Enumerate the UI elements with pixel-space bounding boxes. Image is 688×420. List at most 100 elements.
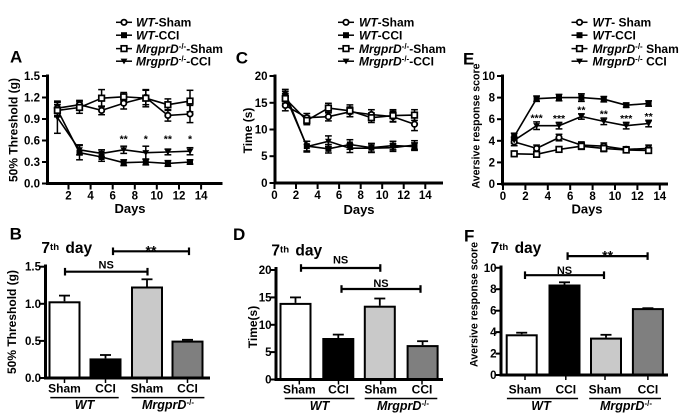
svg-text:4: 4 bbox=[489, 136, 496, 148]
svg-text:Sham: Sham bbox=[48, 382, 81, 396]
svg-text:***: *** bbox=[620, 113, 633, 125]
svg-text:**: ** bbox=[602, 247, 613, 263]
svg-text:Sham: Sham bbox=[509, 383, 542, 397]
svg-text:Aversive response score: Aversive response score bbox=[471, 63, 483, 188]
svg-text:8: 8 bbox=[489, 93, 496, 105]
svg-text:4: 4 bbox=[314, 190, 321, 202]
svg-text:Sham: Sham bbox=[131, 382, 164, 396]
svg-text:14: 14 bbox=[195, 191, 208, 203]
svg-text:7th day: 7th day bbox=[41, 240, 92, 257]
svg-text:Time (s): Time (s) bbox=[241, 108, 255, 154]
svg-text:WT- Sham: WT- Sham bbox=[593, 16, 652, 30]
svg-text:MrgprD-/- CCI: MrgprD-/- CCI bbox=[593, 54, 667, 68]
svg-text:20: 20 bbox=[255, 71, 268, 83]
svg-text:8: 8 bbox=[132, 191, 139, 203]
svg-text:6: 6 bbox=[336, 190, 342, 202]
svg-text:7th day: 7th day bbox=[491, 240, 542, 257]
svg-text:1.2: 1.2 bbox=[24, 93, 40, 105]
svg-text:15: 15 bbox=[259, 292, 272, 304]
svg-text:CCI: CCI bbox=[412, 383, 433, 397]
svg-text:12: 12 bbox=[631, 191, 644, 203]
svg-text:50% Threshold (g): 50% Threshold (g) bbox=[5, 270, 19, 374]
svg-text:4: 4 bbox=[490, 327, 497, 339]
svg-text:0: 0 bbox=[489, 179, 495, 191]
svg-text:NS: NS bbox=[333, 255, 348, 267]
svg-text:WT-Sham: WT-Sham bbox=[359, 16, 414, 30]
svg-text:**: ** bbox=[600, 109, 609, 121]
svg-text:8: 8 bbox=[490, 284, 497, 296]
svg-text:10: 10 bbox=[255, 125, 268, 137]
svg-text:WT: WT bbox=[310, 399, 331, 413]
svg-text:Days: Days bbox=[343, 202, 374, 217]
svg-text:6: 6 bbox=[567, 191, 573, 203]
svg-text:14: 14 bbox=[653, 191, 666, 203]
svg-text:50% Threshold (g): 50% Threshold (g) bbox=[7, 78, 21, 182]
svg-text:NS: NS bbox=[99, 260, 114, 272]
svg-text:Aversive response score: Aversive response score bbox=[469, 242, 481, 367]
svg-text:WT-CCI: WT-CCI bbox=[359, 28, 402, 42]
svg-text:CCI: CCI bbox=[177, 382, 198, 396]
svg-text:0: 0 bbox=[261, 178, 267, 190]
svg-text:MrgprD-/- Sham: MrgprD-/- Sham bbox=[593, 42, 679, 56]
svg-text:1.5: 1.5 bbox=[24, 71, 41, 83]
svg-text:C: C bbox=[236, 49, 248, 68]
svg-text:**: ** bbox=[164, 134, 173, 146]
svg-text:0: 0 bbox=[500, 191, 506, 203]
svg-text:Days: Days bbox=[571, 202, 602, 217]
svg-text:10: 10 bbox=[484, 263, 497, 275]
svg-text:6: 6 bbox=[489, 114, 495, 126]
svg-text:MrgprD-/--Sham: MrgprD-/--Sham bbox=[359, 42, 446, 56]
svg-text:B: B bbox=[10, 224, 22, 243]
svg-text:MrgprD-/-: MrgprD-/- bbox=[377, 399, 429, 413]
svg-text:WT: WT bbox=[531, 399, 552, 413]
svg-text:Sham: Sham bbox=[283, 383, 316, 397]
svg-text:0: 0 bbox=[490, 370, 496, 382]
svg-text:Days: Days bbox=[114, 201, 145, 216]
svg-text:8: 8 bbox=[357, 190, 364, 202]
svg-text:6: 6 bbox=[490, 306, 496, 318]
svg-text:14: 14 bbox=[419, 190, 432, 202]
svg-text:6: 6 bbox=[109, 191, 115, 203]
svg-text:**: ** bbox=[577, 104, 586, 116]
svg-text:1.5: 1.5 bbox=[25, 262, 42, 274]
svg-text:2: 2 bbox=[293, 190, 299, 202]
svg-text:7th day: 7th day bbox=[271, 243, 322, 260]
svg-text:MrgprD-/--Sham: MrgprD-/--Sham bbox=[136, 42, 223, 56]
svg-text:0.3: 0.3 bbox=[24, 157, 40, 169]
svg-text:*: * bbox=[144, 134, 149, 146]
svg-text:2: 2 bbox=[489, 157, 495, 169]
svg-text:1.0: 1.0 bbox=[25, 299, 41, 311]
svg-text:Sham: Sham bbox=[364, 383, 397, 397]
svg-text:0.9: 0.9 bbox=[24, 114, 40, 126]
svg-text:2: 2 bbox=[65, 191, 71, 203]
svg-text:CCI: CCI bbox=[95, 382, 116, 396]
svg-text:MrgprD-/-: MrgprD-/- bbox=[142, 398, 194, 412]
svg-text:WT-CCI: WT-CCI bbox=[593, 28, 636, 42]
svg-text:MrgprD-/--CCI: MrgprD-/--CCI bbox=[136, 54, 211, 68]
svg-text:15: 15 bbox=[255, 98, 268, 110]
svg-text:10: 10 bbox=[609, 191, 622, 203]
svg-text:0: 0 bbox=[265, 375, 271, 387]
svg-text:2: 2 bbox=[490, 349, 496, 361]
svg-text:MrgprD-/--CCI: MrgprD-/--CCI bbox=[359, 54, 434, 68]
svg-text:**: ** bbox=[120, 134, 129, 146]
svg-text:0.0: 0.0 bbox=[25, 373, 41, 385]
svg-text:CCI: CCI bbox=[555, 383, 576, 397]
svg-text:4: 4 bbox=[545, 191, 552, 203]
svg-text:MrgprD-/-: MrgprD-/- bbox=[600, 399, 652, 413]
svg-text:***: *** bbox=[530, 112, 543, 124]
svg-text:4: 4 bbox=[87, 191, 94, 203]
svg-text:5: 5 bbox=[265, 347, 272, 359]
svg-text:12: 12 bbox=[397, 190, 410, 202]
svg-text:0.5: 0.5 bbox=[25, 336, 42, 348]
svg-text:10: 10 bbox=[482, 71, 495, 83]
svg-text:**: ** bbox=[645, 111, 654, 123]
svg-text:WT-CCI: WT-CCI bbox=[136, 28, 179, 42]
svg-text:0: 0 bbox=[271, 190, 277, 202]
svg-text:WT-Sham: WT-Sham bbox=[136, 16, 191, 30]
svg-text:**: ** bbox=[146, 243, 157, 259]
svg-text:CCI: CCI bbox=[638, 383, 659, 397]
svg-text:5: 5 bbox=[261, 151, 268, 163]
svg-text:*: * bbox=[188, 134, 193, 146]
svg-text:0.6: 0.6 bbox=[24, 136, 40, 148]
